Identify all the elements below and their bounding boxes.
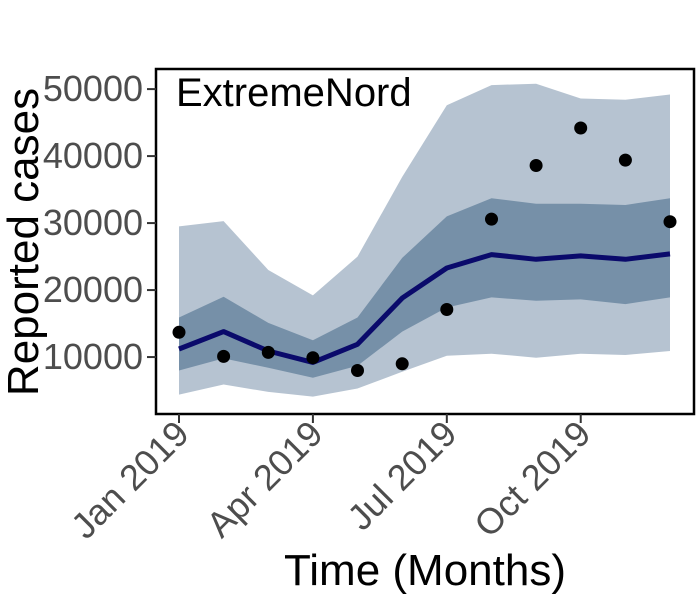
x-axis-title: Time (Months) xyxy=(284,546,566,595)
y-tick-label: 40000 xyxy=(43,135,143,176)
y-axis: 10000 20000 30000 40000 50000 xyxy=(43,68,156,377)
plot-frame xyxy=(154,67,696,416)
median-line-layer xyxy=(178,251,671,365)
observed-point xyxy=(574,121,588,135)
median-line xyxy=(178,251,671,365)
x-tick-label: Jul 2019 xyxy=(339,413,464,538)
y-tick-label: 50000 xyxy=(43,68,143,109)
observed-point xyxy=(395,357,409,371)
x-axis: Jan 2019 Apr 2019 Jul 2019 Oct 2019 xyxy=(63,413,598,547)
y-tick-label: 20000 xyxy=(43,269,143,310)
observed-point xyxy=(306,351,320,365)
observed-point xyxy=(529,159,543,172)
observed-point xyxy=(618,153,632,167)
y-tick-label: 10000 xyxy=(43,336,143,377)
uncertainty-bands xyxy=(179,83,670,397)
x-tick-label: Jan 2019 xyxy=(63,413,197,547)
observed-point xyxy=(172,325,186,339)
inner-interval-band xyxy=(179,198,670,378)
x-tick-label: Oct 2019 xyxy=(466,413,598,545)
y-axis-title: Reported cases xyxy=(0,88,48,396)
panel-label: ExtremeNord xyxy=(176,71,412,115)
observed-point xyxy=(485,212,498,226)
observed-point xyxy=(217,349,231,363)
observed-point xyxy=(440,303,454,316)
observed-point xyxy=(261,345,275,359)
observed-points-layer xyxy=(172,121,677,377)
observed-point xyxy=(663,215,677,229)
observed-point xyxy=(351,364,364,377)
x-tick-label: Apr 2019 xyxy=(198,413,330,545)
y-tick-label: 30000 xyxy=(43,202,143,243)
